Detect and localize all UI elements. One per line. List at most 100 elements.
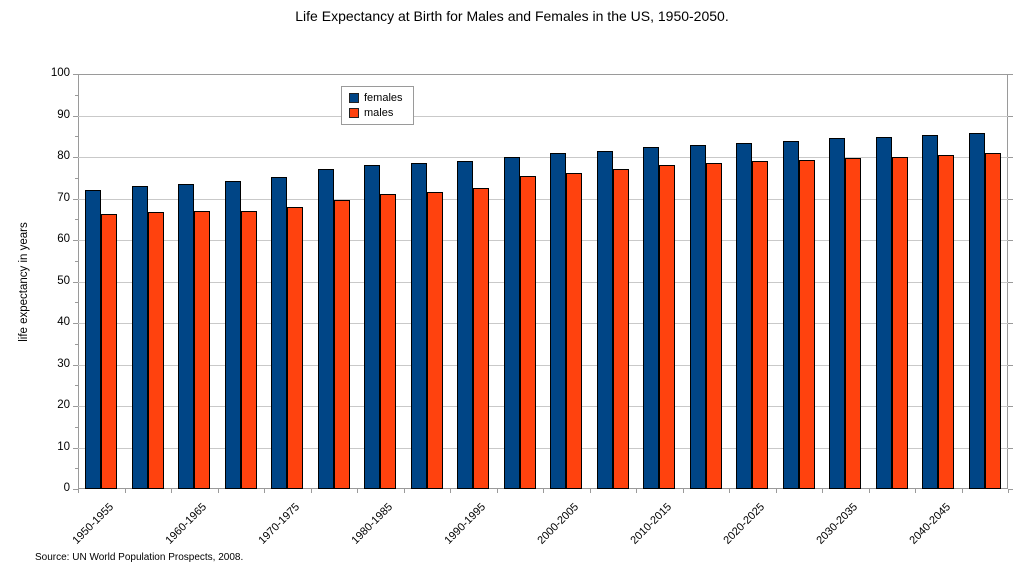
legend: females males [341,86,414,125]
legend-label-females: females [364,92,403,104]
y-axis-tick-right [1008,199,1013,200]
bar-females-2030-2035 [829,138,846,489]
bar-males-1960-1965 [194,210,211,489]
bar-females-2020-2025 [736,142,753,489]
x-axis-tick [589,489,591,493]
x-tick-label: 2000-2005 [535,501,581,547]
bar-females-1990-1995 [457,161,474,489]
x-axis-tick [729,489,730,493]
x-axis-tick [171,489,172,493]
bar-females-2010-2015 [643,147,660,489]
y-axis-tick-right [1008,157,1013,158]
bar-males-1975-1980 [333,200,350,489]
x-axis-tick [357,489,358,493]
gridline [78,282,1008,283]
bar-males-1990-1995 [473,187,490,489]
bar-males-2035-2040 [891,156,908,489]
y-axis-tick [73,282,78,283]
y-axis-tick [73,365,78,366]
bar-males-1950-1955 [101,213,118,489]
x-axis-tick [775,489,777,493]
y-axis-tick-right [1008,489,1013,490]
y-axis-minor-tick [75,178,78,179]
bar-males-1955-1960 [147,211,164,489]
x-axis-tick [264,489,265,493]
y-axis-minor-tick [75,344,78,345]
x-axis-tick [868,489,870,493]
y-tick-label: 90 [57,109,70,121]
bar-males-1995-2000 [519,176,536,489]
x-tick-label: 2040-2045 [907,501,953,547]
y-axis-tick [73,199,78,200]
y-axis-minor-tick [75,302,78,303]
legend-item-males: males [349,107,403,119]
males-swatch-icon [349,108,359,118]
y-tick-label: 10 [57,441,70,453]
y-axis-tick-right [1008,406,1013,407]
y-axis-minor-tick [75,136,78,137]
gridline [78,199,1008,200]
y-axis-tick [73,157,78,158]
gridline [78,116,1008,117]
y-axis-minor-tick [75,385,78,386]
y-axis-tick [73,240,78,241]
y-axis-tick [73,489,78,490]
x-axis-tick [78,489,79,493]
gridline [78,157,1008,158]
bar-females-2015-2020 [689,144,706,489]
y-axis-tick-right [1008,116,1013,117]
bar-males-2000-2005 [566,173,583,489]
bar-males-2040-2045 [938,154,955,489]
bar-females-2035-2040 [875,136,892,489]
y-axis-minor-tick [75,95,78,96]
x-axis-tick [961,489,963,493]
y-axis-minor-tick [75,261,78,262]
bar-females-1970-1975 [271,176,288,489]
bar-males-1970-1975 [287,206,304,489]
x-axis-tick [543,489,544,493]
bar-females-1955-1960 [131,185,148,489]
bar-females-1950-1955 [85,190,102,489]
gridline [78,406,1008,407]
legend-item-females: females [349,92,403,104]
x-tick-label: 2010-2015 [628,501,674,547]
y-axis-minor-tick [75,219,78,220]
x-tick-label: 1950-1955 [70,501,116,547]
x-axis-tick [124,489,126,493]
x-axis-tick [450,489,451,493]
bar-males-2015-2020 [705,162,722,489]
x-axis-tick [822,489,823,493]
bar-males-2020-2025 [752,161,769,489]
y-axis-tick-right [1008,365,1013,366]
bar-females-1995-2000 [503,157,520,489]
chart-title: Life Expectancy at Birth for Males and F… [295,8,729,24]
y-axis-tick [73,448,78,449]
bar-females-2025-2030 [782,140,799,489]
x-axis-tick [310,489,312,493]
legend-label-males: males [364,107,394,119]
gridline [78,365,1008,366]
bar-males-2045-2050 [984,152,1001,489]
x-axis-tick [636,489,637,493]
x-tick-label: 1990-1995 [442,501,488,547]
x-axis-tick [1008,489,1009,493]
x-axis-tick [496,489,498,493]
bar-females-2005-2010 [596,150,613,489]
y-tick-label: 20 [57,399,70,411]
x-axis-tick [217,489,219,493]
y-axis-title: life expectancy in years [18,221,30,342]
x-axis-tick [403,489,405,493]
x-tick-label: 1960-1965 [163,501,209,547]
bar-females-1980-1985 [364,165,381,489]
x-tick-label: 1970-1975 [256,501,302,547]
y-axis-tick-right [1008,323,1013,324]
gridline [78,240,1008,241]
bar-males-2010-2015 [659,165,676,489]
y-axis-minor-tick [75,427,78,428]
y-axis-minor-tick [75,468,78,469]
y-axis-tick-right [1008,448,1013,449]
x-tick-label: 2030-2035 [814,501,860,547]
bar-males-1965-1970 [240,210,257,489]
y-axis-tick [73,116,78,117]
